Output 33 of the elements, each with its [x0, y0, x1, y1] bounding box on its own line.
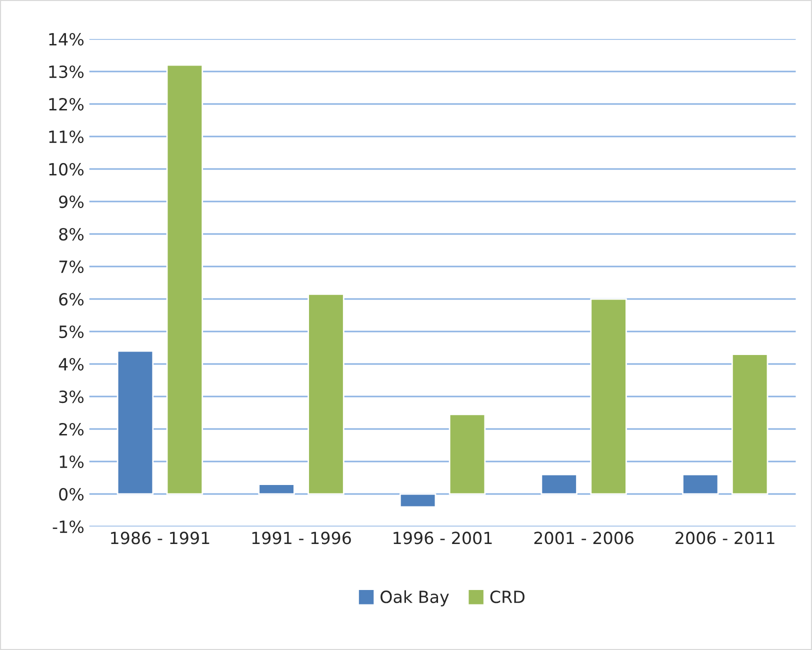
x-tick-label: 2006 - 2011: [676, 532, 774, 544]
y-tick-label: 3%: [59, 390, 84, 404]
bar: [540, 474, 578, 495]
y-tick-label: 5%: [59, 325, 84, 338]
x-tick-label: 1996 - 2001: [394, 532, 492, 544]
x-tick-label: 2001 - 2006: [534, 532, 634, 544]
y-tick-label: 4%: [58, 358, 84, 371]
y-tick-label: 6%: [59, 292, 84, 306]
x-tick-label: 1986 - 1991: [111, 532, 210, 544]
y-tick-label: 7%: [59, 260, 84, 274]
bar: [731, 354, 768, 495]
bar: [399, 493, 436, 508]
legend-label: CRD: [490, 590, 524, 604]
y-tick-label: 12%: [49, 98, 84, 111]
y-tick-label: 8%: [59, 228, 84, 241]
y-tick-label: 10%: [49, 162, 84, 176]
bar: [682, 474, 719, 495]
x-tick-label: 1991 - 1996: [252, 532, 351, 544]
bar: [448, 414, 486, 495]
legend-label: Oak Bay: [380, 590, 449, 606]
bar: [166, 64, 204, 495]
bar: [116, 350, 154, 495]
bar: [308, 293, 344, 495]
bar: [258, 484, 295, 495]
y-tick-label: 9%: [59, 195, 84, 208]
bar: [590, 298, 627, 495]
y-tick-label: 2%: [59, 422, 84, 436]
y-tick-label: 1%: [60, 455, 84, 468]
y-tick-label: 0%: [59, 488, 84, 501]
y-tick-label: 13%: [49, 65, 84, 78]
y-tick-label: 11%: [49, 130, 84, 144]
y-tick-label: -1%: [52, 520, 84, 534]
y-tick-label: 14%: [49, 32, 84, 46]
